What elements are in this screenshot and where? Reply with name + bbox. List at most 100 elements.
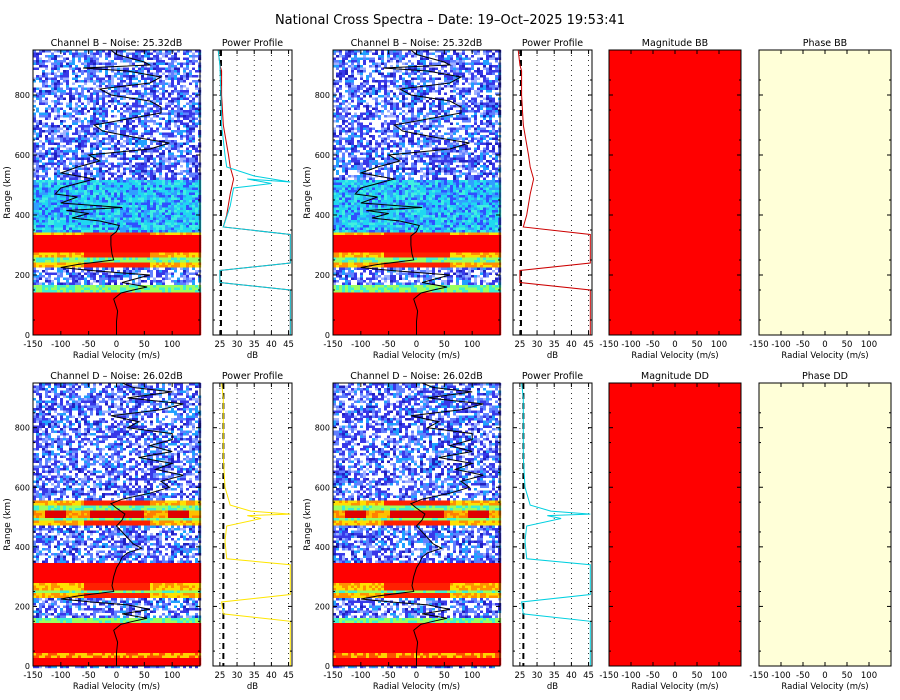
spectra-cell — [183, 145, 186, 148]
spectra-cell — [66, 78, 69, 81]
spectra-cell — [150, 195, 153, 198]
spectra-cell — [186, 108, 189, 111]
spectra-cell — [39, 213, 42, 216]
spectra-cell — [63, 80, 66, 83]
spectra-cell — [39, 183, 42, 186]
spectra-cell — [105, 163, 108, 166]
spectra-cell — [63, 215, 66, 218]
spectra-cell — [183, 135, 186, 138]
spectra-cell — [192, 225, 195, 228]
spectra-cell — [72, 213, 75, 216]
spectra-cell — [108, 190, 111, 193]
spectra-cell — [165, 120, 168, 123]
spectra-cell — [42, 68, 45, 71]
spectra-cell — [150, 250, 153, 253]
spectra-cell — [87, 230, 90, 233]
spectra-cell — [96, 268, 99, 271]
spectra-cell — [87, 128, 90, 131]
spectra-cell — [183, 140, 186, 143]
spectra-cell — [81, 140, 84, 143]
spectra-cell — [63, 243, 66, 246]
spectra-cell — [87, 118, 90, 121]
spectra-cell — [189, 240, 192, 243]
spectra-cell — [96, 253, 99, 256]
spectra-cell — [102, 85, 105, 88]
spectra-cell — [84, 245, 87, 248]
spectra-cell — [39, 178, 42, 181]
spectra-cell — [189, 205, 192, 208]
spectra-cell — [39, 140, 42, 143]
spectra-cell — [60, 165, 63, 168]
spectra-cell — [72, 188, 75, 191]
spectra-cell — [186, 210, 189, 213]
spectra-cell — [189, 250, 192, 253]
spectra-cell — [117, 93, 120, 96]
spectra-cell — [168, 85, 171, 88]
spectra-cell — [168, 158, 171, 161]
spectra-cell — [144, 93, 147, 96]
spectra-cell — [69, 223, 72, 226]
spectra-cell — [72, 160, 75, 163]
spectra-cell — [174, 250, 177, 253]
spectra-cell — [39, 150, 42, 153]
spectra-cell — [36, 218, 39, 221]
panel-title: Channel B – Noise: 25.32dB — [51, 38, 183, 49]
spectra-cell — [111, 240, 114, 243]
spectra-cell — [45, 265, 48, 268]
spectra-cell — [168, 138, 171, 141]
spectra-cell — [96, 78, 99, 81]
spectra-cell — [144, 235, 147, 238]
spectra-cell — [195, 53, 198, 56]
spectra-cell — [117, 115, 120, 118]
spectra-cell — [75, 130, 78, 133]
spectra-cell — [144, 123, 147, 126]
spectra-cell — [162, 55, 165, 58]
spectra-cell — [111, 175, 114, 178]
spectra-cell — [81, 118, 84, 121]
spectra-cell — [57, 53, 60, 56]
spectra-cell — [81, 158, 84, 161]
spectra-cell — [102, 240, 105, 243]
spectra-cell — [174, 150, 177, 153]
spectra-cell — [138, 255, 141, 258]
spectra-cell — [138, 55, 141, 58]
spectra-cell — [72, 130, 75, 133]
spectra-cell — [165, 225, 168, 228]
spectra-cell — [90, 238, 93, 241]
spectra-cell — [177, 158, 180, 161]
spectra-cell — [186, 85, 189, 88]
spectra-cell — [126, 93, 129, 96]
spectra-cell — [180, 183, 183, 186]
spectra-cell — [156, 195, 159, 198]
spectra-cell — [156, 223, 159, 226]
spectra-cell — [75, 103, 78, 106]
spectra-cell — [72, 138, 75, 141]
spectra-cell — [162, 255, 165, 258]
spectra-cell — [57, 250, 60, 253]
spectra-cell — [54, 205, 57, 208]
spectra-cell — [51, 120, 54, 123]
spectra-cell — [105, 215, 108, 218]
spectra-cell — [51, 213, 54, 216]
spectra-cell — [189, 208, 192, 211]
spectra-cell — [66, 125, 69, 128]
spectra-cell — [78, 133, 81, 136]
spectra-cell — [81, 270, 84, 273]
spectra-cell — [168, 78, 171, 81]
spectra-cell — [183, 190, 186, 193]
spectra-cell — [108, 78, 111, 81]
spectra-cell — [183, 100, 186, 103]
spectra-cell — [168, 180, 171, 183]
spectra-cell — [147, 175, 150, 178]
spectra-cell — [174, 113, 177, 116]
spectra-cell — [72, 248, 75, 251]
spectra-cell — [102, 70, 105, 73]
spectra-cell — [51, 238, 54, 241]
spectra-cell — [192, 53, 195, 56]
spectra-cell — [57, 238, 60, 241]
spectra-cell — [108, 188, 111, 191]
spectra-cell — [171, 83, 174, 86]
spectra-cell — [126, 225, 129, 228]
spectra-cell — [96, 168, 99, 171]
spectra-cell — [195, 218, 198, 221]
